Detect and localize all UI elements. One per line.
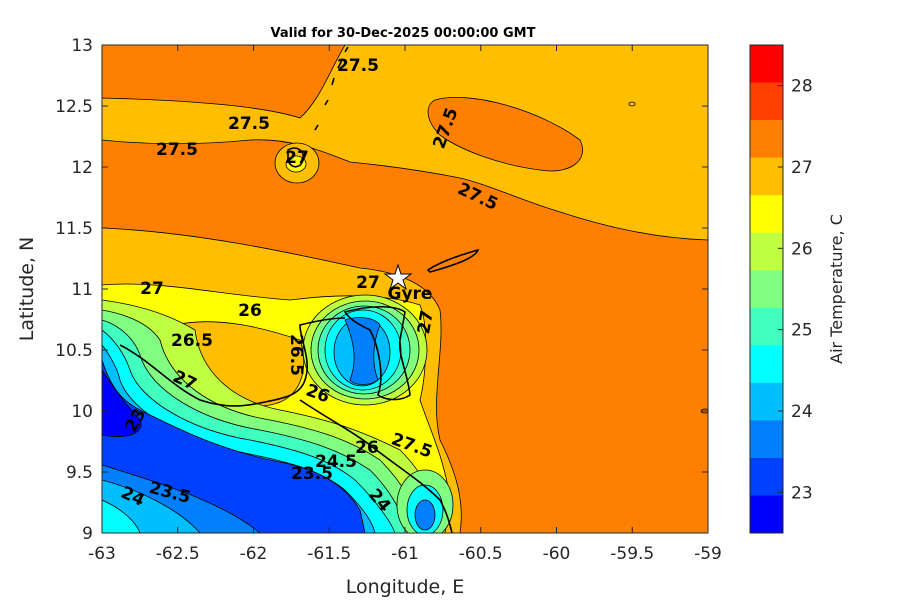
x-tick-label: -60.5 [459, 544, 503, 564]
contour-label: 24.5 [315, 452, 357, 472]
contour-band-27 [102, 45, 708, 241]
contour-label: 23.5 [291, 464, 333, 484]
contour-grenada-inner [285, 155, 307, 173]
contour-label: 27.5 [337, 56, 379, 76]
colorbar-tick-label: 23 [791, 483, 813, 503]
contour-label: 27.5 [228, 114, 270, 134]
x-axis: -63 -62.5 -62 -61.5 -61 -60.5 -60 -59.5 -59 [88, 45, 722, 564]
colorbar-swatch [750, 45, 783, 84]
colorbar-tick-label: 24 [791, 402, 813, 422]
x-axis-label: Longitude, E [346, 576, 465, 598]
colorbar-tick-label: 27 [791, 158, 813, 178]
contour-label: 26 [238, 301, 262, 321]
coastline-grenada [287, 147, 305, 168]
colorbar-swatch [750, 195, 783, 234]
contour-label: 27 [356, 273, 380, 293]
x-tick-label: -62.5 [156, 544, 200, 564]
coastline-trinidad [343, 305, 411, 401]
chart-title: Valid for 30-Dec-2025 00:00:00 GMT [271, 26, 536, 41]
y-axis-label: Latitude, N [16, 237, 38, 342]
x-tick-label: -62 [240, 544, 268, 564]
colorbar-swatch [750, 420, 783, 459]
x-tick-label: -61.5 [307, 544, 351, 564]
y-tick-label: 12.5 [55, 97, 93, 117]
y-axis: 13 12.5 12 11.5 11 10.5 10 9.5 9 [55, 36, 708, 544]
contour-label: 27 [414, 309, 438, 336]
y-tick-label: 10 [71, 402, 93, 422]
colorbar: 28 27 26 25 24 23 [749, 44, 813, 534]
colorbar-swatch [750, 232, 783, 271]
coastline-grenadines [314, 46, 349, 131]
contour-corner-3 [102, 499, 141, 533]
contour-small-ne [628, 101, 636, 107]
x-tick-label: -59 [694, 544, 722, 564]
colorbar-frame [749, 44, 784, 534]
colorbar-label: Air Temperature, C [827, 214, 846, 364]
coastline-venezuela [119, 317, 453, 533]
colorbar-swatch [750, 345, 783, 384]
colorbar-swatch [750, 120, 783, 159]
colorbar-tick-label: 25 [791, 321, 813, 341]
contour-band-27_5 [427, 97, 583, 172]
star-marker-icon [383, 263, 413, 291]
contour-label: 27.5 [156, 140, 198, 160]
colorbar-swatch [750, 270, 783, 309]
colorbar-tick-label: 26 [791, 239, 813, 259]
colorbar-swatch [750, 495, 783, 534]
colorbar-tick-label: 28 [791, 77, 813, 97]
marker-label: Gyre [388, 284, 433, 304]
y-tick-label: 11 [71, 280, 93, 300]
y-tick-label: 9.5 [66, 463, 93, 483]
colorbar-swatch [750, 82, 783, 121]
south-band-3 [414, 499, 436, 531]
contour-label: 26 [355, 438, 379, 458]
contour-label: 27 [285, 148, 309, 168]
plot-area: 27.5 27.5 27.5 27.5 27 27.5 27 27 26 26.… [102, 45, 708, 533]
contour-band-23 [102, 369, 142, 437]
y-tick-label: 13 [71, 36, 93, 56]
coastline-tobago [426, 248, 480, 273]
y-tick-label: 10.5 [55, 341, 93, 361]
colorbar-swatch [750, 457, 783, 496]
x-tick-label: -63 [88, 544, 116, 564]
x-tick-label: -61 [391, 544, 419, 564]
colorbar-swatch [750, 307, 783, 346]
contour-label: 26.5 [286, 334, 306, 376]
x-tick-label: -60 [543, 544, 571, 564]
x-tick-label: -59.5 [610, 544, 654, 564]
y-tick-label: 12 [71, 158, 93, 178]
y-tick-label: 11.5 [55, 219, 93, 239]
colorbar-swatch [750, 157, 783, 196]
contour-label: 27 [140, 279, 164, 299]
contour-label: 26.5 [171, 331, 213, 351]
y-tick-label: 9 [82, 524, 93, 544]
colorbar-swatch [750, 382, 783, 421]
